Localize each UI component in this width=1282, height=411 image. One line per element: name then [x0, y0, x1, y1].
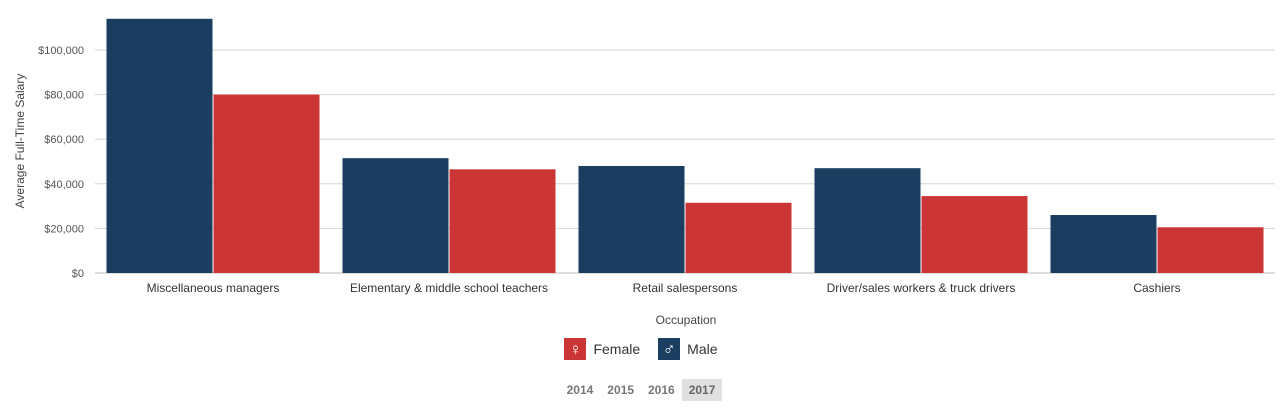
bars: [106, 18, 1264, 274]
bar-male[interactable]: [814, 168, 921, 273]
y-tick-label: $100,000: [38, 45, 84, 57]
bar-male[interactable]: [106, 18, 213, 274]
bar-female[interactable]: [1157, 227, 1264, 273]
x-category-label: Elementary & middle school teachers: [350, 281, 548, 295]
y-tick-label: $80,000: [44, 90, 84, 102]
bar-male[interactable]: [342, 158, 449, 273]
y-tick-label: $60,000: [44, 134, 84, 146]
year-button-2014[interactable]: 2014: [566, 383, 594, 397]
legend-item-male[interactable]: ♂ Male: [658, 338, 718, 360]
x-category-label: Miscellaneous managers: [147, 281, 280, 295]
x-category-label: Retail salespersons: [633, 281, 738, 295]
bar-female[interactable]: [921, 196, 1028, 273]
year-selector: 2014 2015 2016 2017: [0, 379, 1282, 401]
bar-male[interactable]: [578, 165, 685, 273]
year-button-2017[interactable]: 2017: [681, 379, 723, 401]
bar-female[interactable]: [449, 169, 556, 273]
bar-female[interactable]: [213, 94, 320, 273]
bar-chart: $0 $20,000 $40,000 $60,000 $80,000 $100,000 M…: [13, 18, 1275, 327]
legend: ♀ Female ♂ Male: [0, 338, 1282, 360]
x-axis-title: Occupation: [656, 313, 717, 327]
x-axis-categories: Miscellaneous managers Elementary & middl…: [147, 281, 1181, 295]
x-category-label: Cashiers: [1133, 281, 1180, 295]
male-symbol-icon: ♂: [658, 338, 681, 360]
year-button-2016[interactable]: 2016: [648, 383, 675, 397]
legend-label-male: Male: [687, 341, 718, 357]
y-axis-title: Average Full-Time Salary: [13, 74, 27, 209]
legend-item-female[interactable]: ♀ Female: [564, 338, 640, 360]
bar-male[interactable]: [1050, 215, 1157, 273]
x-category-label: Driver/sales workers & truck drivers: [827, 281, 1016, 295]
y-axis-ticks: $0 $20,000 $40,000 $60,000 $80,000 $100,000: [38, 45, 84, 280]
year-button-2015[interactable]: 2015: [607, 383, 634, 397]
y-tick-label: $40,000: [44, 179, 84, 191]
y-tick-label: $0: [72, 268, 84, 280]
legend-label-female: Female: [593, 341, 641, 357]
bar-female[interactable]: [685, 202, 792, 273]
female-symbol-icon: ♀: [564, 338, 587, 360]
y-tick-label: $20,000: [44, 223, 84, 235]
